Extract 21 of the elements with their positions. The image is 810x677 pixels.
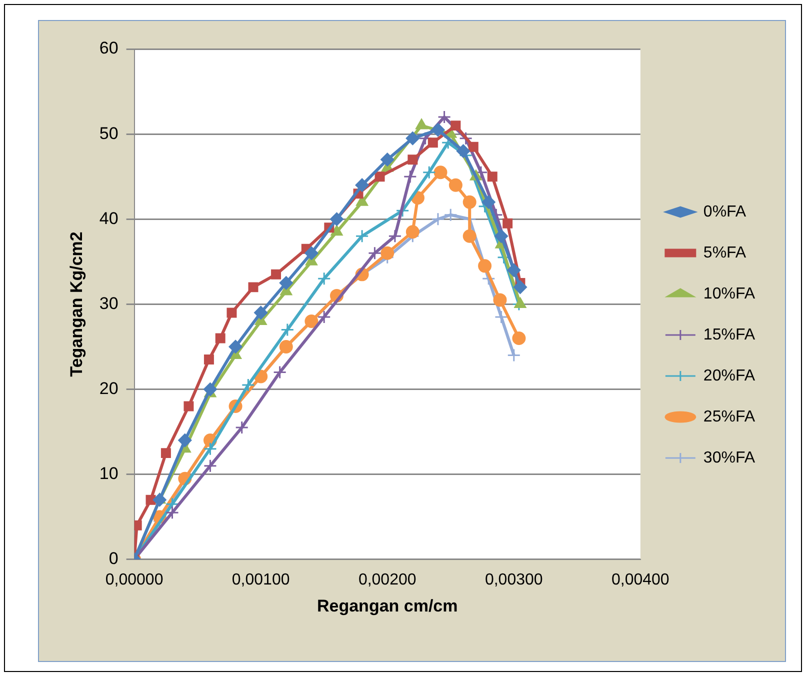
legend-label: 15%FA xyxy=(703,326,756,344)
x-tick-label: 0,00200 xyxy=(358,571,416,588)
x-axis-title: Regangan cm/cm xyxy=(316,596,458,616)
y-tick-label: 20 xyxy=(99,378,118,398)
y-tick-label: 10 xyxy=(99,464,118,484)
legend-label: 0%FA xyxy=(703,203,746,220)
y-axis-title: Tegangan Kg/cm2 xyxy=(66,232,86,377)
x-tick-label: 0,00300 xyxy=(484,571,543,588)
legend-label: 30%FA xyxy=(703,449,756,466)
legend-label: 25%FA xyxy=(703,408,756,426)
x-tick-label: 0,00100 xyxy=(232,571,290,588)
legend-label: 5%FA xyxy=(703,244,746,262)
y-tick-label: 0 xyxy=(108,549,118,568)
y-tick-label: 50 xyxy=(99,124,118,143)
x-tick-label: 0,00400 xyxy=(611,571,670,588)
legend-label: 20%FA xyxy=(703,367,756,384)
legend-label: 10%FA xyxy=(703,285,756,302)
y-tick-label: 60 xyxy=(99,38,118,58)
y-tick-label: 30 xyxy=(99,294,118,313)
x-tick-label: 0,00000 xyxy=(105,571,164,588)
y-tick-label: 40 xyxy=(99,208,118,228)
